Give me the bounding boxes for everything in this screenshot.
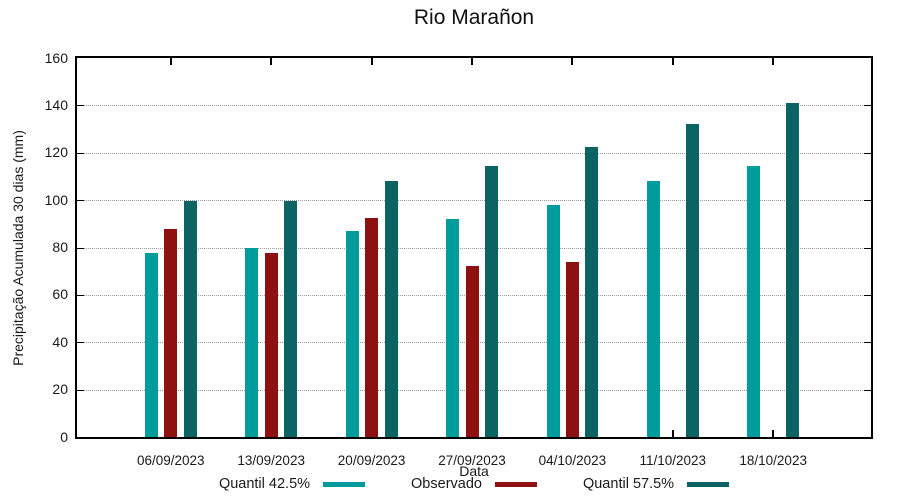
x-tick-label-06-09-2023: 06/09/2023 — [137, 453, 205, 468]
y-tick-label-140: 140 — [44, 96, 68, 113]
y-tick-right-60 — [864, 294, 871, 296]
y-tick-label-40: 40 — [52, 333, 68, 350]
y-tick-right-140 — [864, 105, 871, 107]
x-tick-top-6 — [772, 58, 775, 65]
legend-swatch-2 — [494, 481, 537, 487]
x-tick-top-0 — [169, 58, 172, 65]
y-tick-right-20 — [864, 389, 871, 391]
bar-observado-20-09-2023 — [365, 217, 379, 437]
chart-title: Rio Marañon — [413, 6, 535, 29]
legend-swatch-1 — [323, 481, 366, 487]
y-axis-title: Precipitação Acumulada 30 dias (mm) — [10, 130, 26, 366]
legend-swatch-3 — [687, 481, 730, 487]
y-tick-label-60: 60 — [52, 286, 68, 303]
plot-area — [75, 56, 873, 439]
y-tick-label-160: 160 — [44, 49, 68, 66]
y-tick-label-100: 100 — [44, 191, 68, 208]
y-tick-left-120 — [77, 152, 84, 154]
gridline-y-120 — [77, 152, 871, 154]
legend-label-1: Quantil 42.5% — [218, 476, 311, 492]
x-tick-top-4 — [571, 58, 574, 65]
x-tick-label-20-09-2023: 20/09/2023 — [337, 453, 406, 468]
y-tick-left-100 — [77, 200, 84, 202]
legend-item-2: Observado — [411, 476, 537, 492]
x-tick-label-18-10-2023: 18/10/2023 — [739, 453, 807, 468]
y-tick-label-0: 0 — [60, 428, 68, 445]
y-tick-left-60 — [77, 294, 84, 296]
y-tick-left-140 — [77, 105, 84, 107]
bar-quantil-42.5--11-10-2023 — [646, 181, 660, 437]
legend-item-1: Quantil 42.5% — [218, 476, 366, 492]
bar-quantil-42.5--20-09-2023 — [345, 230, 359, 437]
gridline-y-80 — [77, 247, 871, 249]
x-axis-title: Data — [459, 463, 489, 479]
x-tick-bottom-6 — [772, 430, 775, 437]
x-tick-label-04-10-2023: 04/10/2023 — [538, 453, 607, 468]
legend-label-3: Quantil 57.5% — [582, 476, 675, 492]
x-tick-top-1 — [270, 58, 273, 65]
y-tick-right-80 — [864, 247, 871, 249]
legend-item-3: Quantil 57.5% — [582, 476, 730, 492]
legend-label-2: Observado — [411, 476, 482, 492]
x-tick-bottom-5 — [671, 430, 674, 437]
x-tick-label-27-09-2023: 27/09/2023 — [438, 453, 506, 468]
legend: Quantil 42.5% Observado Quantil 57.5% — [75, 476, 873, 492]
x-tick-top-3 — [471, 58, 473, 65]
y-tick-right-40 — [864, 342, 871, 344]
bar-quantil-42.5--18-10-2023 — [747, 165, 761, 437]
bar-quantil-57.5--27-09-2023 — [484, 165, 498, 437]
x-tick-top-5 — [671, 58, 674, 65]
bar-quantil-42.5--27-09-2023 — [446, 219, 460, 437]
bar-quantil-57.5--13-09-2023 — [284, 201, 298, 437]
bar-observado-06-09-2023 — [164, 228, 178, 437]
y-tick-right-120 — [864, 152, 871, 154]
y-tick-left-80 — [77, 247, 84, 249]
gridline-y-100 — [77, 200, 871, 202]
y-tick-label-20: 20 — [52, 381, 68, 398]
bar-quantil-57.5--04-10-2023 — [585, 146, 599, 437]
y-tick-label-120: 120 — [44, 144, 68, 161]
bar-observado-27-09-2023 — [465, 266, 479, 437]
bar-quantil-42.5--13-09-2023 — [245, 247, 259, 437]
bar-observado-04-10-2023 — [565, 261, 579, 437]
bar-quantil-57.5--11-10-2023 — [685, 124, 699, 437]
bar-observado-13-09-2023 — [264, 253, 278, 437]
bar-quantil-57.5--06-09-2023 — [183, 201, 197, 437]
x-tick-label-11-10-2023: 11/10/2023 — [639, 453, 707, 468]
x-tick-top-2 — [370, 58, 373, 65]
x-tick-label-13-09-2023: 13/09/2023 — [237, 453, 305, 468]
gridline-y-140 — [77, 105, 871, 107]
bar-quantil-57.5--20-09-2023 — [384, 181, 398, 437]
y-tick-left-40 — [77, 342, 84, 344]
bar-quantil-42.5--06-09-2023 — [144, 253, 158, 437]
y-tick-left-20 — [77, 389, 84, 391]
bar-quantil-42.5--04-10-2023 — [546, 204, 560, 437]
y-tick-right-100 — [864, 200, 871, 202]
y-tick-label-80: 80 — [52, 239, 68, 255]
bar-quantil-57.5--18-10-2023 — [786, 103, 800, 437]
